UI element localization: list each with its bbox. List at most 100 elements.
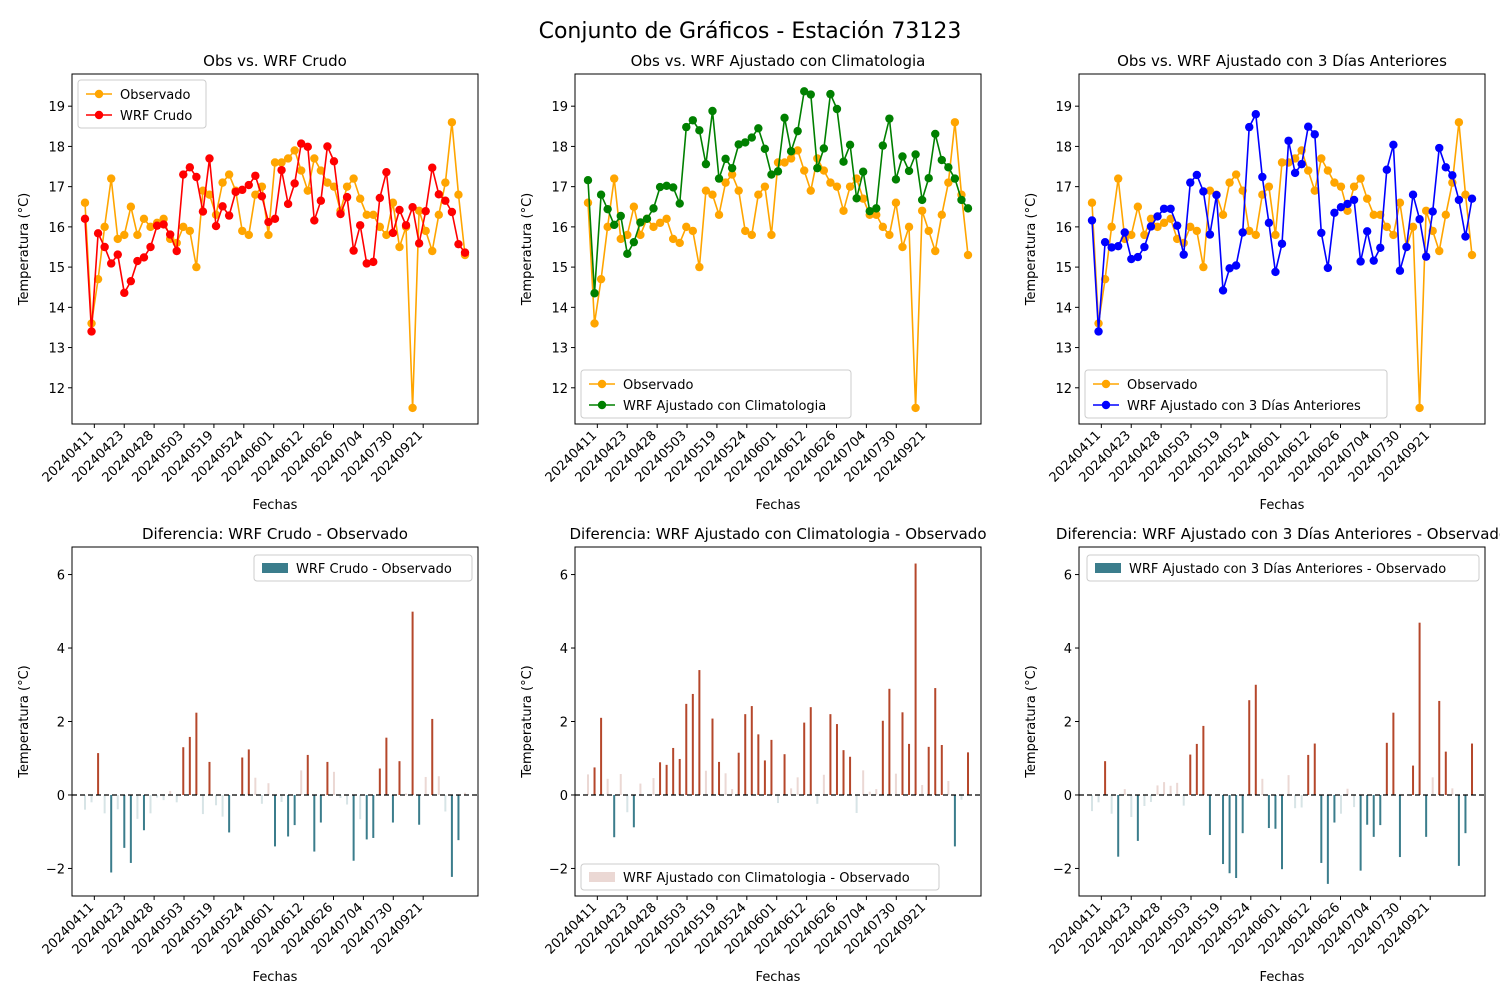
data-point xyxy=(316,196,326,205)
diff-bar xyxy=(809,707,812,795)
data-point xyxy=(205,190,214,199)
data-point xyxy=(1448,171,1457,180)
data-point xyxy=(1389,230,1398,240)
data-point xyxy=(937,210,946,220)
y-tick-label: 16 xyxy=(1055,221,1072,236)
data-point xyxy=(1159,204,1169,213)
diff-bar xyxy=(639,783,642,795)
diff-bar xyxy=(953,794,956,847)
axes-frame xyxy=(71,546,479,897)
data-point xyxy=(1205,186,1215,195)
data-point xyxy=(388,198,398,207)
plot-area xyxy=(1079,622,1485,884)
data-point xyxy=(583,176,593,185)
data-point xyxy=(800,166,809,175)
data-point xyxy=(583,198,593,207)
diff-bar xyxy=(267,783,270,795)
diff-bar xyxy=(1385,742,1388,795)
diff-bar xyxy=(1149,794,1152,802)
diff-bar xyxy=(947,781,950,795)
diff-bar xyxy=(260,794,263,804)
diff-bar xyxy=(868,791,871,795)
diff-bar xyxy=(744,714,747,795)
data-point xyxy=(767,170,776,179)
diff-bar xyxy=(888,688,891,795)
data-point xyxy=(454,190,463,199)
data-point xyxy=(310,154,319,163)
diff-bar xyxy=(313,794,316,852)
data-point xyxy=(773,167,783,176)
diff-bar xyxy=(822,774,825,795)
data-point xyxy=(1421,206,1431,215)
data-point xyxy=(878,222,888,232)
legend-entry: Observado xyxy=(623,378,694,393)
data-point xyxy=(401,221,411,230)
diff-bar xyxy=(862,770,865,795)
data-point xyxy=(1310,186,1319,195)
data-point xyxy=(395,205,404,215)
diff-bar xyxy=(208,761,211,795)
diff-bar xyxy=(182,747,185,795)
data-point xyxy=(205,154,214,163)
data-point xyxy=(1317,228,1326,238)
data-point xyxy=(872,204,881,213)
data-point xyxy=(283,154,293,163)
data-point xyxy=(421,206,430,216)
data-point xyxy=(721,154,730,164)
data-point xyxy=(596,274,606,284)
data-point xyxy=(1336,182,1346,191)
data-point xyxy=(1172,221,1182,230)
data-point xyxy=(1343,199,1352,209)
diff-bar xyxy=(444,794,447,812)
diff-bar xyxy=(711,718,714,795)
data-point xyxy=(714,210,724,220)
data-point xyxy=(1310,130,1319,139)
diff-bar xyxy=(1169,785,1172,795)
diff-bar xyxy=(149,794,152,814)
legend: Observado WRF Ajustado con Climatologia xyxy=(580,369,852,419)
data-point xyxy=(185,226,195,236)
diff-bar xyxy=(1392,712,1395,795)
data-point xyxy=(107,259,116,268)
y-tick-label: 15 xyxy=(551,261,568,276)
data-point xyxy=(1408,222,1418,232)
data-point xyxy=(629,237,639,247)
data-point xyxy=(1330,178,1339,187)
diff-bar xyxy=(940,745,943,795)
data-point xyxy=(858,194,868,203)
diff-bar xyxy=(1136,794,1139,841)
data-point xyxy=(1277,158,1287,167)
data-point xyxy=(885,230,894,240)
data-point xyxy=(87,327,96,336)
y-axis-label: Temperatura (°C) xyxy=(1024,193,1039,306)
diff-bar xyxy=(116,794,119,810)
diff-bar xyxy=(960,794,963,800)
diff-bar xyxy=(332,771,335,795)
data-point xyxy=(238,226,247,236)
data-point xyxy=(1467,194,1477,203)
data-point xyxy=(891,175,901,184)
data-point xyxy=(1159,218,1169,228)
diff-bar xyxy=(600,717,603,795)
legend-entry: WRF Crudo - Observado xyxy=(296,562,452,577)
diff-bar xyxy=(1412,765,1415,795)
data-point xyxy=(1153,222,1162,232)
data-point xyxy=(813,163,822,173)
data-point xyxy=(1212,190,1221,200)
diff-bar xyxy=(431,718,434,795)
data-point xyxy=(616,211,625,221)
data-point xyxy=(1146,222,1156,231)
diff-bar xyxy=(881,720,884,795)
y-tick-label: 12 xyxy=(48,382,65,397)
data-point xyxy=(1441,210,1451,220)
diff-bar xyxy=(1353,794,1356,808)
diff-bar xyxy=(606,778,609,795)
data-point xyxy=(1205,230,1215,239)
data-point xyxy=(832,182,842,191)
diff-bar xyxy=(221,794,224,817)
diff-bar xyxy=(385,737,388,795)
diff-bar xyxy=(83,794,86,810)
diff-bar xyxy=(835,724,838,795)
diff-bar xyxy=(339,794,342,798)
data-point xyxy=(434,190,443,199)
